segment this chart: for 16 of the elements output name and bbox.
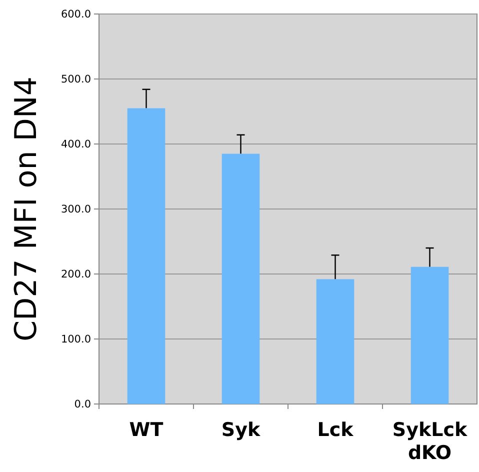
x-tick-label: Lck — [317, 419, 354, 441]
y-tick-label: 300.0 — [60, 204, 91, 216]
bar — [127, 108, 166, 404]
y-tick-label: 400.0 — [60, 138, 91, 151]
bar — [222, 154, 260, 404]
y-tick-label: 500.0 — [60, 74, 91, 86]
y-tick-label: 200.0 — [60, 268, 91, 281]
x-tick-label: SykLck dKO — [392, 419, 468, 464]
y-tick-label: 0.0 — [74, 398, 91, 411]
x-tick-label: Syk — [221, 419, 260, 441]
x-tick-label: WT — [129, 419, 164, 441]
bar — [316, 279, 354, 404]
bar — [410, 266, 449, 404]
y-axis-title: CD27 MFI on DN4 — [9, 76, 44, 342]
y-tick-label: 600.0 — [60, 8, 91, 21]
y-tick-label: 100.0 — [60, 334, 91, 346]
